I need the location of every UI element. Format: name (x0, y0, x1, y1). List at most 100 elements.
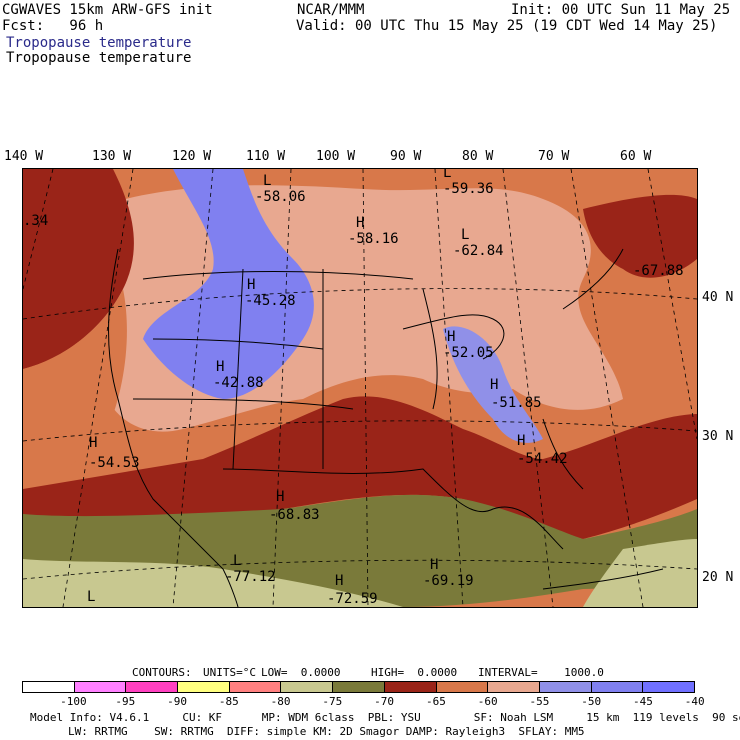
feature-value: -72.59 (327, 591, 378, 607)
colorbar-segment (591, 682, 644, 692)
init-time: Init: 00 UTC Sun 11 May 25 (511, 2, 731, 18)
colorbar-segment (384, 682, 437, 692)
feature-value: -58.06 (255, 189, 306, 205)
valid-time: Valid: 00 UTC Thu 15 May 25 (19 CDT Wed … (296, 18, 718, 34)
map-panel[interactable]: L -58.06 L -59.36 H -58.16 L -62.84 -67.… (22, 168, 698, 608)
colorbar-segment (281, 682, 334, 692)
grid-line (23, 288, 697, 320)
lon-label: 80 W (462, 149, 494, 164)
grid-line (23, 420, 697, 442)
caribbean-coast (542, 568, 664, 590)
feature-value: -59.36 (443, 181, 494, 197)
lat-label: 40 N (702, 290, 734, 305)
model-info-line1: Model Info: V4.6.1 CU: KF MP: WDM 6class… (30, 711, 740, 724)
colorbar-tick-label: -45 (633, 695, 653, 708)
lon-label: 130 W (92, 149, 132, 164)
colorbar-segment (488, 682, 540, 692)
colorbar-tick-label: -40 (684, 695, 705, 708)
low-marker: L (461, 227, 470, 243)
high-marker: H (335, 573, 344, 589)
colorbar-segment (74, 682, 127, 692)
lon-label: 60 W (620, 149, 652, 164)
center-name: NCAR/MMM (297, 2, 365, 18)
colorbar-segment (539, 682, 592, 692)
great-lakes (402, 314, 505, 360)
field-blue-east (443, 326, 543, 443)
lat-lon-grid (23, 169, 697, 607)
feature-value: -62.84 (453, 243, 504, 259)
grid-line (172, 169, 214, 607)
lon-label: 120 W (172, 149, 212, 164)
feature-value: -69.19 (423, 573, 474, 589)
state-line (152, 338, 324, 350)
colorbar-tick-label: -70 (374, 695, 395, 708)
feature-value: -42.88 (213, 375, 264, 391)
field-darkred-pacific (23, 169, 134, 369)
lat-label: 20 N (702, 570, 734, 585)
colorbar-tick-label: -60 (477, 695, 498, 708)
lon-label: 70 W (538, 149, 570, 164)
colorbar-tick-label: -75 (322, 695, 343, 708)
lon-label: 110 W (246, 149, 286, 164)
high-marker: H (247, 277, 256, 293)
colorbar-segment (333, 682, 385, 692)
us-west-coast (108, 248, 239, 607)
high-marker: H (447, 329, 456, 345)
colorbar-tick-label: -80 (270, 695, 291, 708)
lon-label: 90 W (390, 149, 422, 164)
model-info-line2: LW: RRTMG SW: RRTMG DIFF: simple KM: 2D … (68, 725, 585, 738)
colorbar-segment (23, 682, 75, 692)
feature-value: -77.12 (225, 569, 276, 585)
colorbar-tick-label: -65 (425, 695, 446, 708)
feature-value: -45.28 (245, 293, 296, 309)
low-marker: L (233, 553, 242, 569)
low-label: LOW= 0.0000 (261, 666, 341, 679)
field-orange-west (23, 289, 127, 489)
ne-coast (562, 248, 624, 310)
grid-line (570, 169, 644, 607)
high-marker: H (216, 359, 225, 375)
field-darkred-south (23, 396, 697, 539)
high-marker: H (356, 215, 365, 231)
grid-line (272, 169, 292, 607)
model-title: CGWAVES 15km ARW-GFS init (2, 2, 213, 18)
us-canada-border (142, 271, 414, 280)
low-marker: L (443, 168, 452, 181)
lat-label: 30 N (702, 429, 734, 444)
field-khaki-se (583, 539, 697, 607)
colorbar-segment (126, 682, 179, 692)
forecast-hour: Fcst: 96 h (2, 18, 104, 34)
colorbar-tick-label: -85 (218, 695, 239, 708)
feature-value: .34 (23, 213, 49, 229)
colorbar-tick-label: -55 (529, 695, 550, 708)
state-line (422, 288, 438, 410)
state-line (232, 268, 244, 470)
high-label: HIGH= 0.0000 (371, 666, 458, 679)
field-darkred-ne (583, 194, 697, 278)
feature-value: -68.83 (269, 507, 320, 523)
grid-line (647, 169, 697, 440)
high-marker: H (490, 377, 499, 393)
lon-label: 140 W (4, 149, 44, 164)
units-label: UNITS=°C (203, 666, 256, 679)
tropopause-temperature-map (23, 169, 697, 607)
grid-line (23, 559, 697, 580)
colorbar-segment (643, 682, 694, 692)
colorbar-segment (178, 682, 230, 692)
interval-label: INTERVAL= 1000.0 (478, 666, 604, 679)
colorbar (22, 681, 695, 693)
product-title-blue: Tropopause temperature (6, 35, 192, 51)
high-marker: H (276, 489, 285, 505)
low-marker: L (87, 589, 96, 605)
colorbar-segment (229, 682, 282, 692)
feature-value: -54.42 (517, 451, 568, 467)
grid-line (434, 169, 464, 607)
colorbar-tick-label: -50 (581, 695, 602, 708)
colorbar-tick-label: -90 (167, 695, 187, 708)
feature-value: -52.05 (443, 345, 494, 361)
low-marker: L (263, 173, 272, 189)
grid-line (502, 169, 554, 607)
feature-value: -58.16 (348, 231, 399, 247)
colorbar-segment (436, 682, 489, 692)
feature-value: -67.88 (633, 263, 684, 279)
